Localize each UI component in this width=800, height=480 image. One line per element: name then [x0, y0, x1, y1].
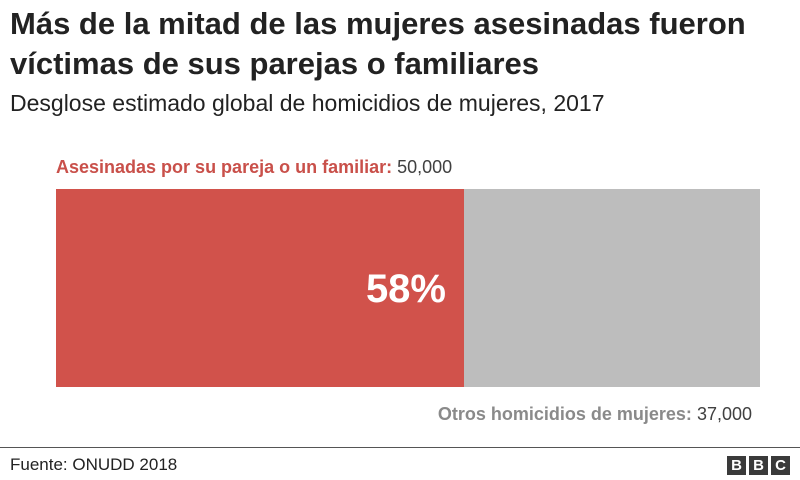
bar-segment-other-homicides [464, 189, 760, 387]
stacked-bar-svg: 58% [56, 189, 760, 387]
bbc-logo-letter: B [749, 456, 768, 475]
chart-title: Más de la mitad de las mujeres asesinada… [10, 6, 746, 81]
secondary-segment-name: Otros homicidios de mujeres: [437, 404, 692, 424]
share-percentage-label: 58% [366, 267, 446, 311]
footer-divider [0, 447, 800, 448]
secondary-segment-value: 37,000 [696, 404, 752, 424]
source-note: Fuente: ONUDD 2018 [10, 455, 178, 474]
chart-subtitle: Desglose estimado global de homicidios d… [10, 90, 605, 116]
primary-segment-name: Asesinadas por su pareja o un familiar: [56, 157, 393, 177]
bar-segment-partner-family [56, 189, 464, 387]
primary-segment-label: Asesinadas por su pareja o un familiar: … [56, 155, 452, 179]
stacked-bar: 58% [56, 189, 760, 387]
bbc-logo-letter: C [771, 456, 790, 475]
bbc-logo: B B C [727, 456, 790, 475]
primary-segment-value: 50,000 [397, 157, 453, 177]
bbc-logo-letter: B [727, 456, 746, 475]
secondary-segment-label: Otros homicidios de mujeres: 37,000 [438, 402, 752, 426]
